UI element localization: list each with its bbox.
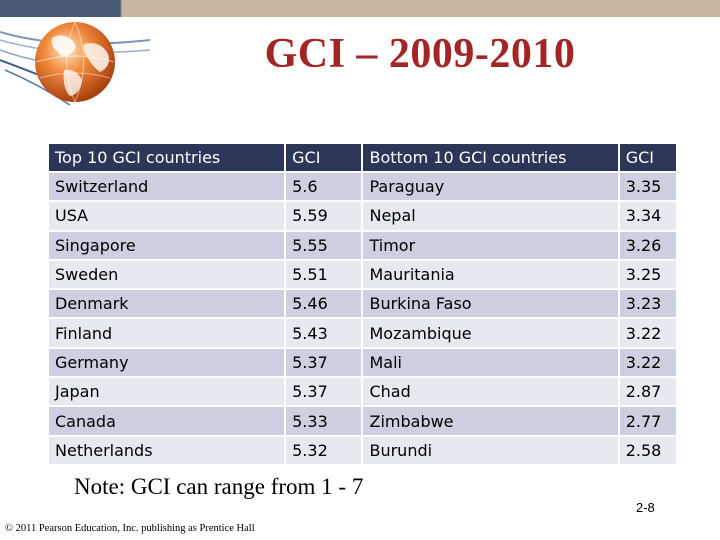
table-row: Canada 5.33 Zimbabwe 2.77	[49, 407, 678, 437]
bottom-country-cell: Chad	[363, 378, 620, 408]
top-country-cell: Singapore	[49, 231, 287, 261]
top-country-cell: Sweden	[49, 260, 287, 291]
top-gci-cell: 5.43	[286, 319, 364, 349]
bottom-gci-cell: 3.22	[619, 348, 678, 379]
table-row: Singapore 5.55 Timor 3.26	[49, 231, 678, 261]
header-bottom-gci: GCI	[619, 144, 678, 173]
gci-table: Top 10 GCI countries GCI Bottom 10 GCI c…	[49, 144, 678, 466]
bottom-gci-cell: 3.23	[619, 290, 678, 320]
table-row: Germany 5.37 Mali 3.22	[49, 348, 678, 379]
bottom-gci-cell: 2.77	[619, 407, 678, 437]
top-country-cell: Denmark	[49, 290, 287, 320]
table-row: Sweden 5.51 Mauritania 3.25	[49, 260, 678, 291]
table-header-row: Top 10 GCI countries GCI Bottom 10 GCI c…	[49, 144, 678, 173]
top-country-cell: Canada	[49, 407, 287, 437]
top-country-cell: Switzerland	[49, 173, 287, 203]
top-gci-cell: 5.33	[286, 407, 364, 437]
table-row: Denmark 5.46 Burkina Faso 3.23	[49, 290, 678, 320]
top-decorative-bar	[0, 0, 720, 17]
bottom-gci-cell: 3.35	[619, 173, 678, 203]
top-country-cell: Finland	[49, 319, 287, 349]
range-note: Note: GCI can range from 1 - 7	[74, 474, 364, 499]
table-row: Netherlands 5.32 Burundi 2.58	[49, 436, 678, 466]
top-bar-dark-segment	[0, 0, 120, 17]
bottom-gci-cell: 3.26	[619, 231, 678, 261]
bottom-gci-cell: 3.34	[619, 202, 678, 232]
top-gci-cell: 5.46	[286, 290, 364, 320]
top-gci-cell: 5.59	[286, 202, 364, 232]
bottom-country-cell: Mozambique	[363, 319, 620, 349]
copyright-notice: © 2011 Pearson Education, Inc. publishin…	[5, 523, 255, 534]
table-row: Finland 5.43 Mozambique 3.22	[49, 319, 678, 349]
top-country-cell: Germany	[49, 348, 287, 379]
table-row: Japan 5.37 Chad 2.87	[49, 378, 678, 408]
top-gci-cell: 5.32	[286, 436, 364, 466]
top-country-cell: USA	[49, 202, 287, 232]
page-number: 2-8	[636, 500, 655, 515]
top-gci-cell: 5.55	[286, 231, 364, 261]
bottom-country-cell: Timor	[363, 231, 620, 261]
bottom-country-cell: Paraguay	[363, 173, 620, 203]
top-gci-cell: 5.6	[286, 173, 364, 203]
bottom-country-cell: Burundi	[363, 436, 620, 466]
header-top-gci: GCI	[286, 144, 364, 173]
bottom-gci-cell: 3.22	[619, 319, 678, 349]
table-row: Switzerland 5.6 Paraguay 3.35	[49, 173, 678, 203]
table-row: USA 5.59 Nepal 3.34	[49, 202, 678, 232]
bottom-gci-cell: 3.25	[619, 260, 678, 291]
top-gci-cell: 5.51	[286, 260, 364, 291]
bottom-country-cell: Mali	[363, 348, 620, 379]
top-gci-cell: 5.37	[286, 348, 364, 379]
bottom-gci-cell: 2.58	[619, 436, 678, 466]
bottom-country-cell: Zimbabwe	[363, 407, 620, 437]
top-country-cell: Netherlands	[49, 436, 287, 466]
globe-logo-icon	[0, 10, 151, 110]
bottom-country-cell: Nepal	[363, 202, 620, 232]
bottom-country-cell: Mauritania	[363, 260, 620, 291]
header-top-countries: Top 10 GCI countries	[49, 144, 287, 173]
top-country-cell: Japan	[49, 378, 287, 408]
bottom-gci-cell: 2.87	[619, 378, 678, 408]
header-bottom-countries: Bottom 10 GCI countries	[363, 144, 620, 173]
top-gci-cell: 5.37	[286, 378, 364, 408]
bottom-country-cell: Burkina Faso	[363, 290, 620, 320]
slide-title: GCI – 2009-2010	[264, 31, 576, 77]
